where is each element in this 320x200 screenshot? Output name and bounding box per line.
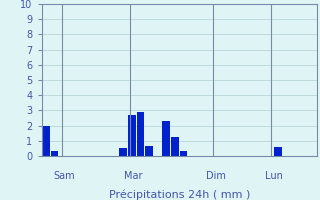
Bar (119, 148, 127, 156)
Bar (137, 112, 144, 156)
Bar (128, 115, 136, 156)
Bar (163, 121, 170, 156)
Bar (180, 151, 188, 156)
Bar (171, 137, 179, 156)
Bar (42, 126, 50, 156)
Bar (51, 151, 58, 156)
Text: Lun: Lun (265, 171, 283, 181)
Text: Précipitations 24h ( mm ): Précipitations 24h ( mm ) (108, 189, 250, 200)
Text: Mar: Mar (124, 171, 142, 181)
Text: Sam: Sam (54, 171, 75, 181)
Bar (145, 146, 153, 156)
Bar (274, 147, 282, 156)
Text: Dim: Dim (206, 171, 226, 181)
